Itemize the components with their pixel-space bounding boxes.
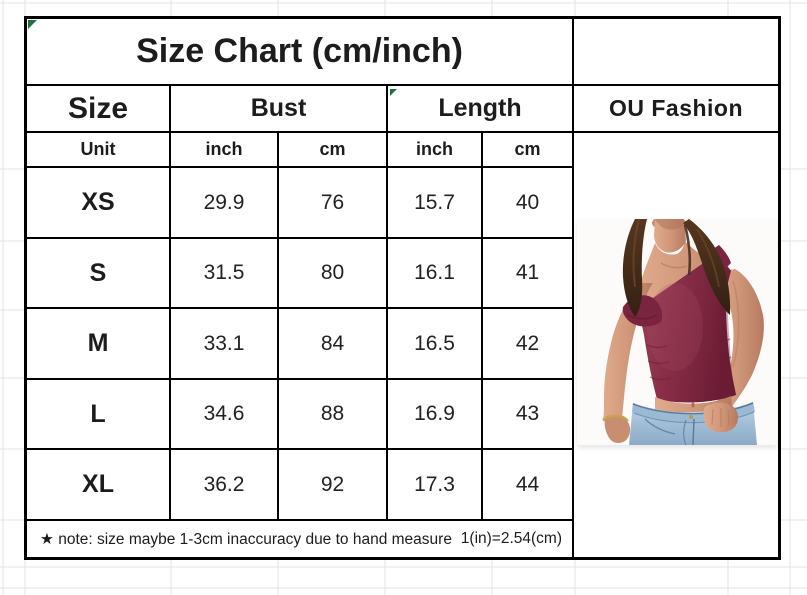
- cell-l-bust-inch: 34.6: [171, 380, 279, 450]
- unit-length-cm: cm: [483, 133, 574, 168]
- cell-m-size: M: [27, 309, 171, 380]
- cell-xs-length-cm: 40: [483, 168, 574, 239]
- cell-xl-bust-inch: 36.2: [171, 450, 279, 521]
- page-title: Size Chart (cm/inch): [27, 19, 574, 86]
- cell-m-bust-cm: 84: [279, 309, 388, 380]
- cell-flag-icon: [28, 20, 37, 29]
- cell-s-size: S: [27, 239, 171, 309]
- unit-length-inch: inch: [388, 133, 483, 168]
- cell-xl-length-inch: 17.3: [388, 450, 483, 521]
- cell-xs-bust-inch: 29.9: [171, 168, 279, 239]
- unit-bust-inch: inch: [171, 133, 279, 168]
- cell-m-length-inch: 16.5: [388, 309, 483, 380]
- note-row: ★ note: size maybe 1-3cm inaccuracy due …: [27, 521, 574, 557]
- product-photo: [577, 219, 777, 445]
- cell-l-size: L: [27, 380, 171, 450]
- brand-logo-text: OU Fashion: [574, 86, 778, 133]
- model-illustration: [602, 219, 764, 445]
- unit-bust-cm: cm: [279, 133, 388, 168]
- unit-row-label: Unit: [27, 133, 171, 168]
- cell-m-bust-inch: 33.1: [171, 309, 279, 380]
- cell-l-bust-cm: 88: [279, 380, 388, 450]
- cell-xl-bust-cm: 92: [279, 450, 388, 521]
- cell-m-length-cm: 42: [483, 309, 574, 380]
- cell-xl-size: XL: [27, 450, 171, 521]
- unit-conversion-text: 1(in)=2.54(cm): [460, 530, 562, 547]
- column-header-bust: Bust: [171, 86, 388, 133]
- measure-note-text: ★ note: size maybe 1-3cm inaccuracy due …: [40, 530, 452, 548]
- cell-xs-bust-cm: 76: [279, 168, 388, 239]
- column-header-size: Size: [27, 86, 171, 133]
- size-chart-table: Size Chart (cm/inch) Size Bust Length OU…: [24, 16, 781, 560]
- column-header-length: Length: [388, 86, 574, 133]
- cell-xs-length-inch: 15.7: [388, 168, 483, 239]
- product-photo-cell: [574, 133, 778, 557]
- cell-s-length-cm: 41: [483, 239, 574, 309]
- cell-xs-size: XS: [27, 168, 171, 239]
- empty-brand-panel-cell: [574, 19, 778, 86]
- cell-s-bust-cm: 80: [279, 239, 388, 309]
- cell-s-bust-inch: 31.5: [171, 239, 279, 309]
- cell-s-length-inch: 16.1: [388, 239, 483, 309]
- cell-l-length-inch: 16.9: [388, 380, 483, 450]
- cell-xl-length-cm: 44: [483, 450, 574, 521]
- cell-l-length-cm: 43: [483, 380, 574, 450]
- cell-flag-icon: [390, 89, 397, 96]
